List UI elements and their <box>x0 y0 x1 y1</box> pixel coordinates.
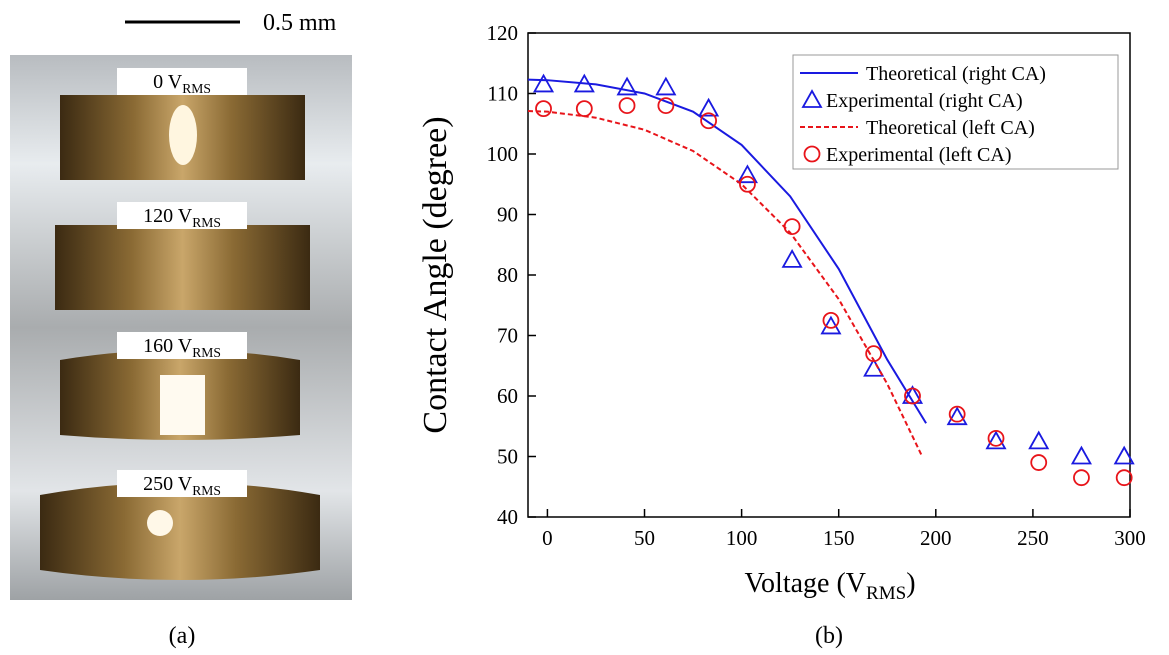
marker <box>700 112 717 130</box>
y-tick-label: 40 <box>497 505 518 529</box>
x-tick-label: 0 <box>542 526 553 550</box>
highlight <box>169 105 197 165</box>
marker <box>575 100 593 118</box>
x-tick-label: 100 <box>726 526 758 550</box>
highlight <box>147 510 173 536</box>
y-tick-label: 50 <box>497 445 518 469</box>
marker <box>657 97 675 114</box>
x-tick-label: 50 <box>634 526 655 550</box>
label-text: 160 V <box>143 335 193 357</box>
label-box <box>117 202 247 229</box>
marker <box>985 430 1007 450</box>
marker <box>946 406 968 426</box>
label-subscript: RMS <box>866 583 906 604</box>
x-tick-label: 200 <box>920 526 952 550</box>
label: 0 VRMS <box>153 71 211 96</box>
marker <box>1073 469 1090 487</box>
marker <box>573 73 595 93</box>
marker <box>1028 430 1050 450</box>
marker <box>863 357 885 377</box>
photo-panel: 0.5 mm (a) <box>10 10 352 649</box>
label-text: 120 V <box>143 205 193 227</box>
droplet <box>40 482 320 580</box>
label: Voltage (VRMS) <box>744 568 915 604</box>
marker <box>865 345 883 363</box>
legend-label: Theoretical (left CA) <box>866 117 1035 139</box>
marker <box>1030 454 1048 471</box>
label-subscript: RMS <box>192 345 221 360</box>
legend-label: Theoretical (right CA) <box>866 63 1046 85</box>
marker <box>532 73 555 93</box>
y-axis-label: Contact Angle (degree) <box>417 116 454 433</box>
plot: 40 50 60 70 80 90 100 110 120 0 50 100 150 200 250 300 T… <box>487 21 1146 550</box>
y-tick-label: 110 <box>487 82 518 106</box>
label-text: 250 V <box>143 473 193 495</box>
legend-label: Experimental (right CA) <box>826 90 1023 112</box>
marker <box>698 97 720 117</box>
marker <box>739 175 756 193</box>
label: 160 VRMS <box>143 335 221 360</box>
marker <box>535 100 552 118</box>
y-tick-label: 70 <box>497 324 518 348</box>
marker <box>1070 445 1092 465</box>
y-tick-label: 80 <box>497 263 518 287</box>
scale-label: 0.5 mm <box>263 10 337 36</box>
droplet <box>55 225 310 310</box>
curve <box>527 78 927 424</box>
legend-box <box>792 54 1119 170</box>
caption: (a) <box>169 623 196 649</box>
label-box <box>117 470 247 497</box>
y-tick-label: 100 <box>487 142 519 166</box>
y-tick-label: 120 <box>487 21 519 45</box>
label-subscript: RMS <box>192 483 221 498</box>
marker <box>618 97 636 114</box>
caption: (b) <box>815 623 843 649</box>
y-tick-label: 90 <box>497 203 518 227</box>
marker <box>781 249 803 268</box>
curve <box>527 110 924 457</box>
marker <box>803 145 821 163</box>
legend-label: Experimental (left CA) <box>826 144 1012 166</box>
label-text: 0 V <box>153 71 183 93</box>
marker <box>1115 469 1133 487</box>
label: 120 VRMS <box>143 205 221 230</box>
marker <box>616 76 638 96</box>
marker <box>987 429 1005 447</box>
x-tick-label: 150 <box>823 526 855 550</box>
marker <box>736 164 758 184</box>
label-subscript: RMS <box>192 215 221 230</box>
label-box <box>117 68 247 95</box>
label-text: Voltage (V <box>744 568 866 599</box>
label: 250 VRMS <box>143 473 221 498</box>
marker <box>822 311 840 329</box>
label-subscript: RMS <box>182 81 211 96</box>
y-tick-label: 60 <box>497 384 518 408</box>
marker <box>801 89 823 108</box>
marker <box>948 405 966 423</box>
x-tick-label: 300 <box>1114 526 1146 550</box>
label-text: ) <box>906 568 915 599</box>
label-box <box>117 332 247 359</box>
x-tick-label: 250 <box>1017 526 1049 550</box>
marker <box>1113 445 1135 465</box>
marker <box>655 76 677 96</box>
highlight <box>160 375 205 435</box>
marker <box>904 387 921 405</box>
marker <box>783 218 801 236</box>
